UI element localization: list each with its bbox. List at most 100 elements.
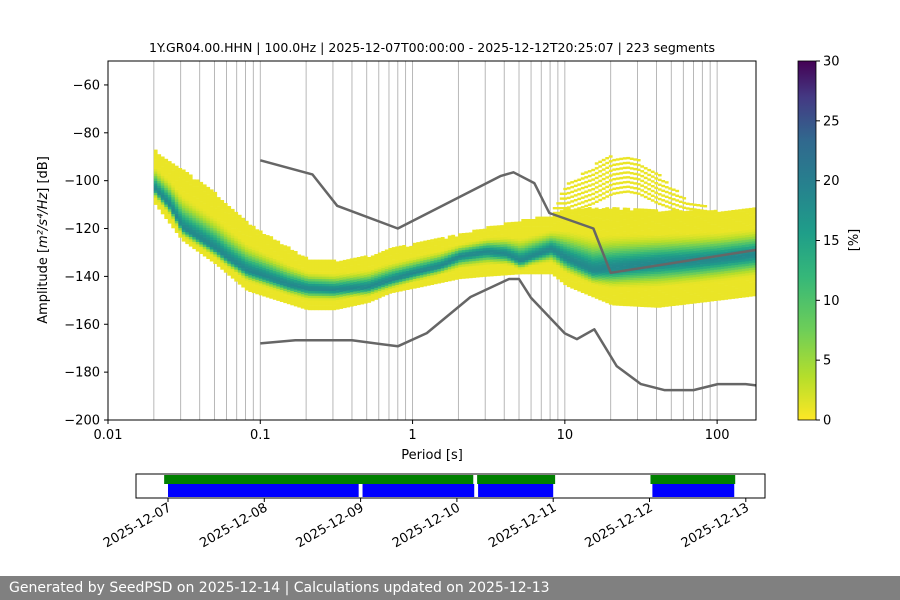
density-cell: [612, 286, 617, 289]
density-cell: [584, 212, 589, 216]
density-cell: [703, 205, 708, 208]
density-cell: [573, 249, 578, 252]
density-cell: [580, 237, 585, 241]
density-cell: [675, 302, 680, 306]
density-cell: [300, 286, 305, 290]
density-cell: [472, 256, 477, 259]
density-cell: [465, 275, 470, 279]
density-cell: [521, 233, 526, 236]
density-cell: [601, 158, 606, 162]
density-cell: [647, 261, 652, 265]
density-cell: [657, 283, 662, 287]
density-cell: [552, 221, 557, 224]
density-cell: [241, 234, 246, 238]
density-cell: [496, 244, 501, 248]
density-cell: [608, 244, 613, 248]
density-cell: [692, 209, 697, 213]
density-cell: [286, 272, 291, 276]
density-cell: [577, 197, 582, 201]
density-cell: [304, 290, 309, 293]
density-cell: [507, 248, 512, 252]
density-cell: [223, 215, 228, 218]
density-cell: [664, 299, 669, 302]
density-cell: [332, 305, 337, 308]
density-cell: [451, 234, 456, 238]
density-cell: [622, 226, 627, 230]
density-cell: [727, 272, 732, 276]
density-cell: [671, 219, 676, 223]
density-cell: [363, 289, 368, 292]
density-cell: [734, 291, 739, 294]
density-cell: [594, 255, 599, 259]
density-cell: [608, 273, 613, 276]
density-cell: [731, 291, 736, 295]
density-cell: [517, 238, 522, 241]
density-cell: [335, 292, 340, 296]
density-cell: [255, 231, 260, 235]
density-cell: [566, 201, 571, 204]
density-cell: [209, 234, 214, 238]
density-cell: [703, 232, 708, 236]
density-cell: [202, 249, 207, 252]
density-cell: [220, 202, 225, 206]
density-cell: [269, 243, 274, 246]
density-cell: [220, 259, 225, 263]
density-cell: [671, 291, 676, 294]
density-cell: [451, 256, 456, 259]
density-cell: [510, 229, 515, 232]
chart-title: 1Y.GR04.00.HHN | 100.0Hz | 2025-12-07T00…: [149, 40, 715, 55]
density-cell: [181, 179, 186, 182]
density-cell: [563, 260, 568, 264]
density-cell: [167, 185, 172, 188]
density-cell: [713, 298, 718, 301]
density-cell: [542, 254, 547, 258]
density-cell: [325, 283, 330, 287]
density-cell: [209, 220, 214, 224]
density-cell: [482, 257, 487, 261]
density-cell: [370, 277, 375, 280]
density-cell: [223, 270, 228, 273]
density-cell: [160, 173, 165, 176]
density-cell: [587, 211, 592, 215]
density-cell: [727, 244, 732, 247]
density-cell: [199, 198, 204, 202]
density-cell: [174, 227, 179, 231]
density-cell: [314, 300, 319, 303]
density-cell: [664, 205, 669, 208]
density-cell: [675, 233, 680, 237]
density-cell: [181, 195, 186, 199]
density-cell: [430, 270, 435, 273]
density-cell: [650, 278, 655, 282]
density-cell: [276, 286, 281, 289]
density-cell: [377, 266, 382, 270]
density-cell: [321, 262, 326, 265]
density-cell: [643, 176, 648, 180]
density-cell: [304, 275, 309, 279]
density-cell: [528, 240, 533, 244]
density-cell: [668, 206, 673, 209]
density-cell: [503, 246, 508, 250]
density-cell: [444, 272, 449, 275]
density-cell: [591, 249, 596, 252]
density-cell: [675, 264, 680, 268]
density-cell: [437, 247, 442, 250]
density-cell: [447, 259, 452, 263]
density-cell: [510, 250, 515, 254]
density-cell: [689, 270, 694, 273]
density-cell: [619, 274, 624, 278]
density-cell: [738, 237, 743, 241]
density-cell: [545, 245, 550, 248]
density-cell: [605, 211, 610, 215]
density-cell: [577, 260, 582, 263]
density-cell: [517, 269, 522, 272]
density-cell: [699, 273, 704, 277]
density-cell: [381, 270, 386, 273]
density-cell: [668, 294, 673, 297]
density-cell: [206, 201, 211, 204]
density-cell: [262, 234, 267, 237]
density-cell: [293, 296, 298, 300]
density-cell: [559, 241, 564, 244]
density-cell: [276, 267, 281, 270]
density-cell: [552, 245, 557, 248]
density-cell: [290, 264, 295, 267]
